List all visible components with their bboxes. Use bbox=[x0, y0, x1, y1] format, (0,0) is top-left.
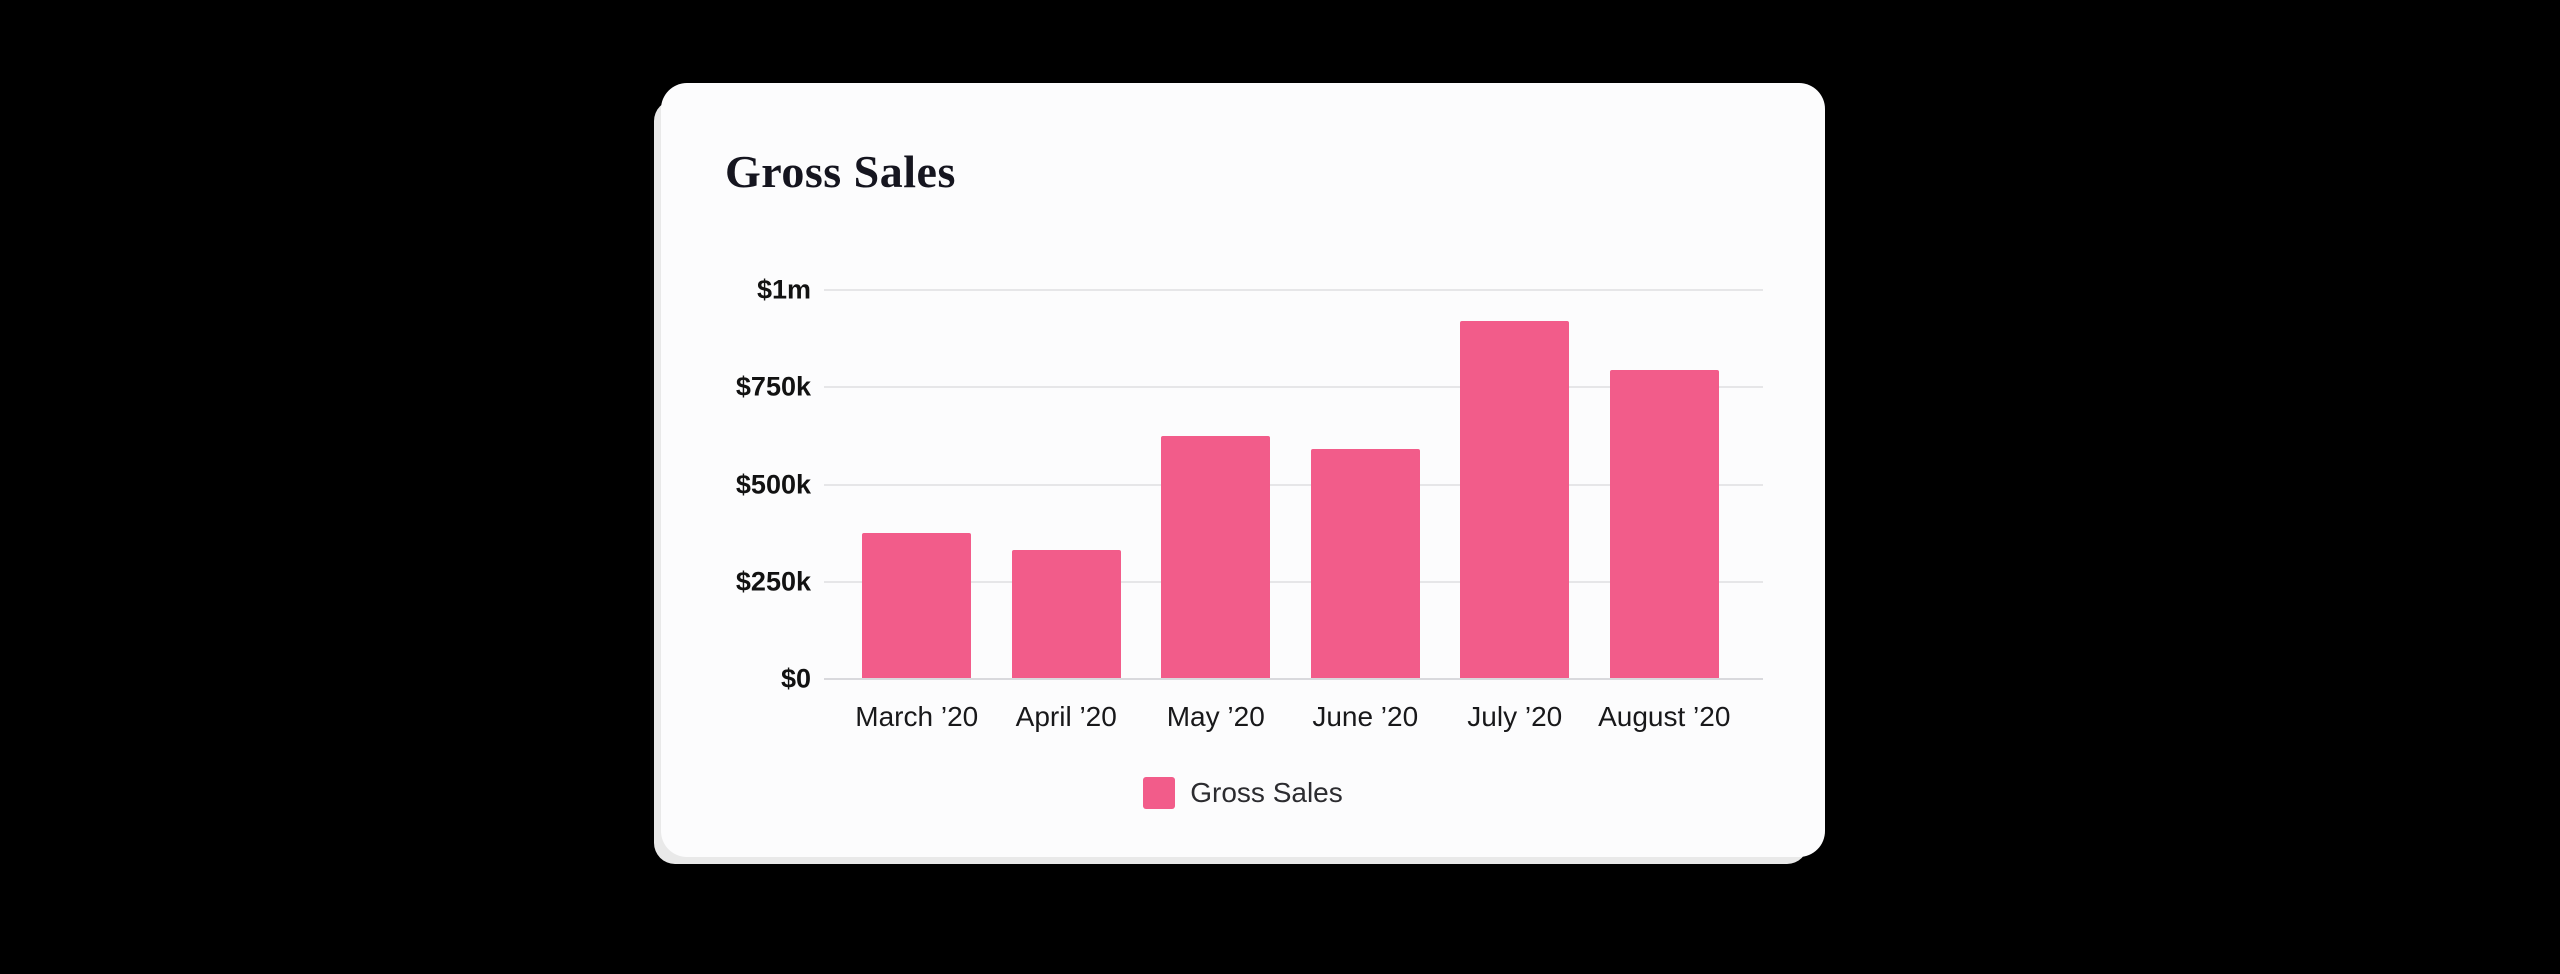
y-tick-label: $250k bbox=[735, 566, 811, 597]
gross-sales-card: Gross Sales $1m $750k $500k $250k $0 March ’… bbox=[661, 83, 1825, 857]
bar-slot bbox=[1141, 290, 1291, 678]
x-tick-label: May ’20 bbox=[1166, 701, 1265, 732]
plot-area bbox=[824, 289, 1763, 680]
legend: Gross Sales bbox=[661, 777, 1825, 809]
y-tick-label: $750k bbox=[735, 371, 811, 402]
x-tick-label: March ’20 bbox=[855, 701, 979, 732]
legend-swatch bbox=[1143, 777, 1176, 809]
x-tick-label: July ’20 bbox=[1467, 701, 1563, 732]
legend-label: Gross Sales bbox=[1190, 777, 1343, 808]
bar-slot bbox=[1440, 290, 1590, 678]
gridline bbox=[824, 289, 1763, 291]
bar[interactable] bbox=[1310, 449, 1420, 678]
y-tick-label: $500k bbox=[735, 469, 811, 499]
bar[interactable] bbox=[1609, 369, 1719, 678]
bar-slot bbox=[842, 290, 992, 678]
bar-slot bbox=[1291, 290, 1441, 678]
bar-slot bbox=[1590, 290, 1740, 678]
y-tick-label: $1m bbox=[756, 274, 811, 305]
x-axis: March ’20 April ’20 May ’20 June ’20 July ’2… bbox=[842, 701, 1739, 733]
x-tick-label: April ’20 bbox=[1015, 701, 1117, 732]
bar[interactable] bbox=[862, 532, 972, 678]
bar[interactable] bbox=[1460, 321, 1570, 678]
bar[interactable] bbox=[1161, 435, 1271, 678]
bar-slot bbox=[992, 290, 1142, 678]
gridline bbox=[824, 580, 1763, 583]
chart-title: Gross Sales bbox=[725, 146, 956, 197]
gridline bbox=[824, 678, 1763, 680]
gridline bbox=[824, 386, 1763, 389]
x-tick-label: August ’20 bbox=[1598, 701, 1731, 732]
bars bbox=[842, 290, 1739, 678]
x-tick-label: June ’20 bbox=[1312, 701, 1419, 732]
y-tick-label: $0 bbox=[780, 663, 811, 694]
gridline bbox=[824, 483, 1763, 486]
legend-item-gross-sales[interactable]: Gross Sales bbox=[1143, 777, 1343, 809]
bar[interactable] bbox=[1011, 549, 1121, 678]
y-axis: $1m $750k $500k $250k $0 bbox=[661, 275, 811, 694]
